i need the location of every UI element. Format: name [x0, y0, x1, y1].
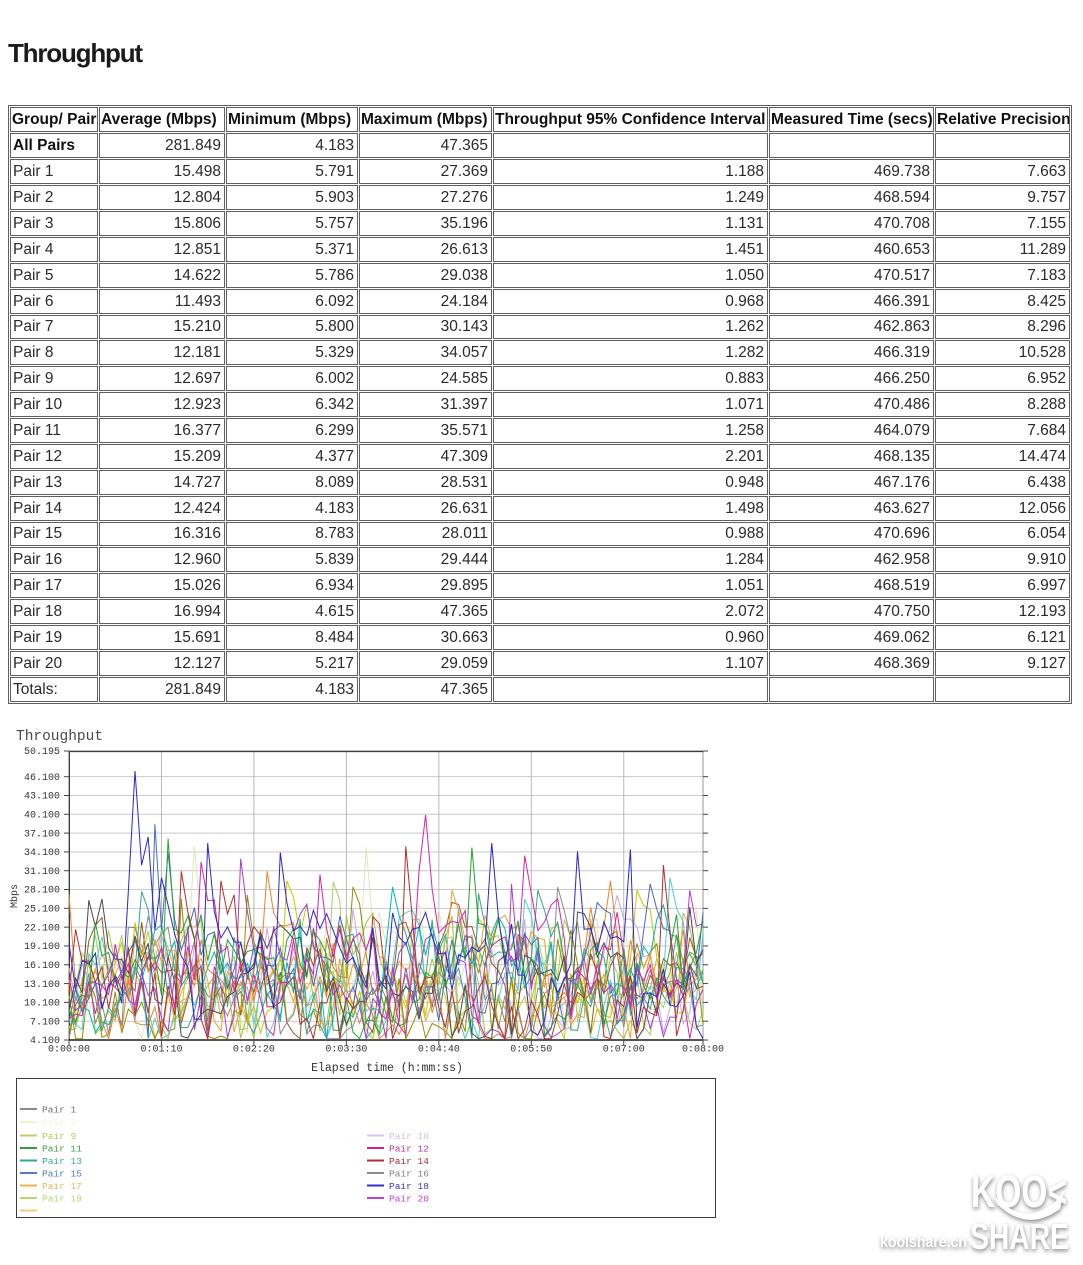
- svg-text:37.100: 37.100: [24, 829, 60, 840]
- svg-text:Pair 9: Pair 9: [42, 1131, 77, 1142]
- svg-text:25.100: 25.100: [24, 905, 60, 916]
- svg-text:0:04:40: 0:04:40: [418, 1045, 460, 1056]
- svg-text:SHARE: SHARE: [970, 1216, 1069, 1257]
- svg-text:Pair 17: Pair 17: [42, 1181, 82, 1192]
- svg-text:Pair 13: Pair 13: [42, 1156, 82, 1167]
- svg-text:19.100: 19.100: [24, 942, 60, 953]
- svg-text:34.100: 34.100: [24, 848, 60, 859]
- svg-text:koolshare.cn: koolshare.cn: [881, 1236, 968, 1253]
- svg-text:Pair 10: Pair 10: [389, 1131, 429, 1142]
- svg-text:Mbps: Mbps: [9, 884, 21, 908]
- svg-text:0:05:50: 0:05:50: [510, 1045, 552, 1056]
- svg-text:46.100: 46.100: [24, 773, 60, 784]
- svg-text:28.100: 28.100: [24, 886, 60, 897]
- svg-text:Pair 18: Pair 18: [389, 1181, 429, 1192]
- svg-text:40.100: 40.100: [24, 810, 60, 821]
- svg-text:Pair 20: Pair 20: [389, 1193, 429, 1204]
- svg-text:SHARE: SHARE: [971, 1218, 1070, 1259]
- svg-text:0:00:00: 0:00:00: [48, 1045, 90, 1056]
- svg-text:0:02:20: 0:02:20: [233, 1045, 275, 1056]
- svg-text:10.100: 10.100: [24, 999, 60, 1010]
- svg-text:0:03:30: 0:03:30: [325, 1045, 367, 1056]
- svg-text:Pair 3: Pair 3: [42, 1117, 77, 1128]
- svg-text:50.195: 50.195: [24, 747, 60, 758]
- svg-text:0:01:10: 0:01:10: [140, 1045, 182, 1056]
- svg-text:13.100: 13.100: [24, 980, 60, 991]
- svg-text:4.100: 4.100: [30, 1036, 60, 1047]
- svg-text:31.100: 31.100: [24, 867, 60, 878]
- svg-text:Pair 11: Pair 11: [42, 1143, 82, 1154]
- svg-text:7.100: 7.100: [30, 1017, 60, 1028]
- svg-text:0:08:00: 0:08:00: [682, 1045, 724, 1056]
- svg-text:Pair 12: Pair 12: [389, 1143, 429, 1154]
- svg-text:22.100: 22.100: [24, 923, 60, 934]
- svg-text:43.100: 43.100: [24, 792, 60, 803]
- svg-text:Pair 15: Pair 15: [42, 1168, 82, 1179]
- svg-text:Throughput: Throughput: [16, 729, 103, 745]
- svg-text:Pair 19: Pair 19: [42, 1193, 82, 1204]
- svg-text:Pair 1: Pair 1: [42, 1104, 77, 1115]
- svg-text:0:07:00: 0:07:00: [603, 1045, 645, 1056]
- svg-text:Pair 16: Pair 16: [389, 1168, 429, 1179]
- svg-text:16.100: 16.100: [24, 961, 60, 972]
- svg-text:Elapsed time (h:mm:ss): Elapsed time (h:mm:ss): [311, 1062, 463, 1075]
- svg-text:Pair 14: Pair 14: [389, 1156, 429, 1167]
- svg-text:koolshare.cn: koolshare.cn: [880, 1234, 967, 1251]
